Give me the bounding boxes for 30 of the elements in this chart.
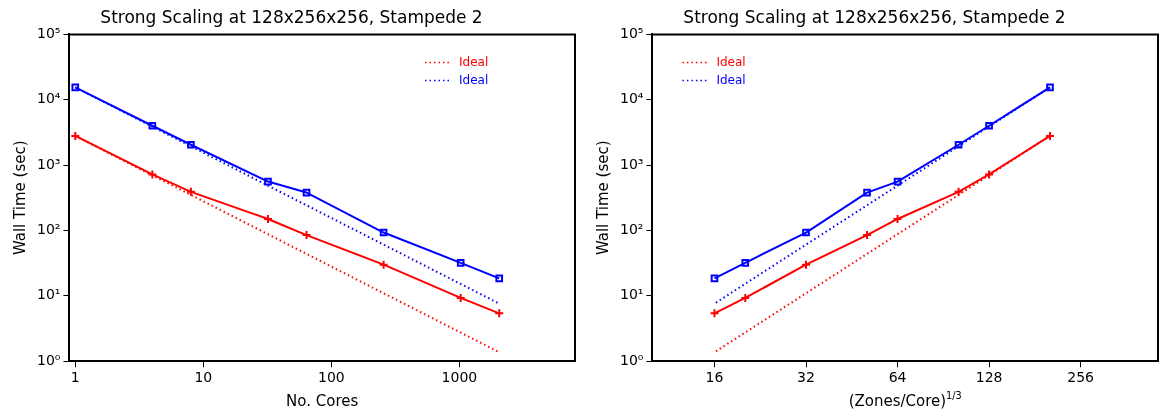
x-tick-label: 16	[705, 369, 724, 386]
y-tick-label: 10⁵	[619, 25, 644, 42]
x-tick-label: 100	[317, 369, 345, 386]
x-axis-title: No. Cores	[286, 392, 359, 410]
chart-title: Strong Scaling at 128x256x256, Stampede 2	[683, 6, 1066, 27]
legend-label: Ideal	[459, 72, 489, 87]
y-axis-title: Wall Time (sec)	[10, 140, 29, 256]
y-tick-label: 10⁰	[36, 351, 61, 368]
x-tick-label: 256	[1067, 369, 1095, 386]
x-tick-label: 32	[797, 369, 815, 386]
y-tick-label: 10²	[619, 221, 644, 238]
y-tick-label: 10⁴	[36, 90, 61, 107]
x-tick-label: 1000	[441, 369, 478, 386]
x-tick-label: 128	[975, 369, 1003, 386]
legend-label: Ideal	[716, 72, 746, 87]
y-axis-title: Wall Time (sec)	[593, 140, 612, 256]
x-tick-label: 1	[70, 369, 80, 386]
y-tick-label: 10²	[36, 221, 61, 238]
chart-title: Strong Scaling at 128x256x256, Stampede 2	[100, 6, 483, 27]
legend-label: Ideal	[459, 54, 489, 69]
y-tick-label: 10⁰	[619, 351, 644, 368]
y-tick-label: 10¹	[36, 286, 61, 303]
y-tick-label: 10⁴	[619, 90, 644, 107]
y-tick-label: 10⁵	[36, 25, 61, 42]
x-tick-label: 64	[888, 369, 907, 386]
y-tick-label: 10¹	[619, 286, 644, 303]
legend-label: Ideal	[716, 54, 746, 69]
x-tick-label: 10	[194, 369, 213, 386]
y-tick-label: 10³	[619, 155, 644, 172]
y-tick-label: 10³	[36, 155, 61, 172]
